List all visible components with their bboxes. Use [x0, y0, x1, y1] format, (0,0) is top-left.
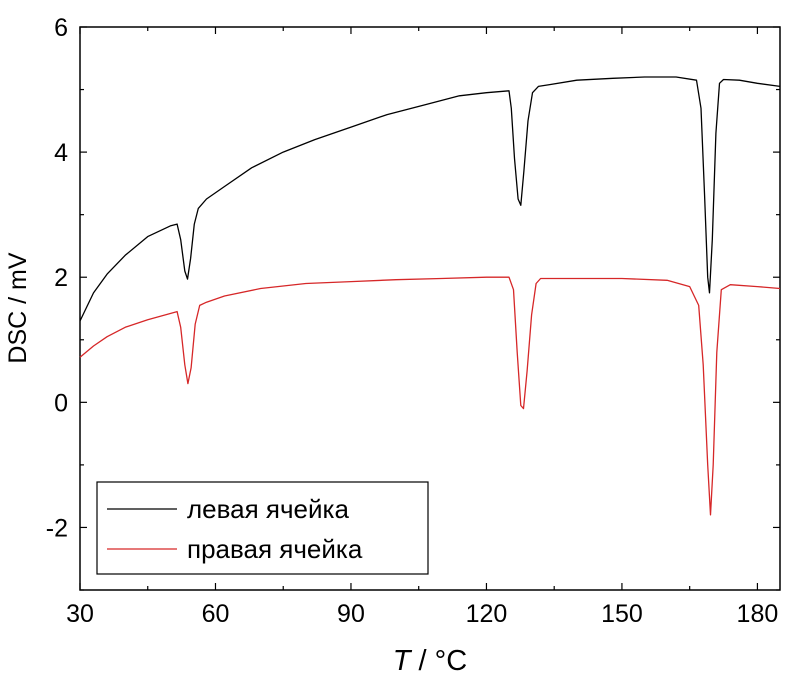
- y-axis-label: DSC / mV: [4, 252, 32, 363]
- series-line-1: [79, 76, 781, 322]
- x-axis-label: T / °C: [393, 645, 467, 677]
- series-line-2: [79, 276, 781, 516]
- x-tick-label: 90: [337, 600, 365, 628]
- x-tick-label: 30: [66, 600, 94, 628]
- x-tick-label: 180: [737, 600, 779, 628]
- legend: левая ячейка правая ячейка: [96, 481, 429, 575]
- x-tick-label: 150: [601, 600, 643, 628]
- x-axis: 30 60 90 120 150 180: [66, 27, 778, 628]
- x-axis-label-unit: / °C: [411, 645, 468, 677]
- plot-border: [79, 26, 781, 591]
- legend-box: [96, 481, 429, 575]
- plot-frame: [79, 26, 781, 591]
- x-axis-label-var: T: [393, 645, 413, 677]
- y-tick-label: 2: [54, 264, 68, 292]
- legend-label-2: правая ячейка: [187, 534, 363, 564]
- y-tick-label: -2: [46, 514, 68, 542]
- series-layer: [79, 76, 781, 516]
- x-tick-label: 60: [202, 600, 230, 628]
- x-tick-label: 120: [466, 600, 508, 628]
- y-axis: -2 0 2 4 6: [46, 14, 780, 591]
- y-tick-label: 4: [54, 139, 68, 167]
- y-tick-label: 6: [54, 14, 68, 42]
- y-tick-label: 0: [54, 389, 68, 417]
- legend-label-1: левая ячейка: [187, 494, 349, 524]
